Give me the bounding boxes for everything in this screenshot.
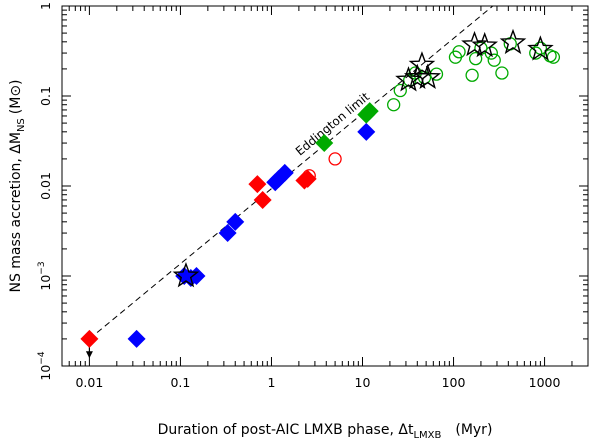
diamond-point — [315, 134, 334, 153]
star-point — [403, 63, 431, 89]
circle-point — [302, 169, 316, 183]
plot-frame — [61, 5, 589, 367]
star-point — [172, 261, 200, 288]
diamond-point — [80, 329, 99, 348]
axis-ticks — [61, 5, 589, 367]
y-tick-label: 10−3 — [37, 261, 53, 290]
circle-point — [469, 52, 483, 66]
star-point — [527, 35, 554, 61]
circle-point — [529, 46, 543, 60]
x-tick-labels: 0.01 0.1 1 10 100 1000 — [75, 375, 560, 390]
circle-point — [465, 68, 479, 82]
circle-point — [452, 45, 466, 59]
circle-point — [487, 53, 501, 67]
x-tick-label: 0.1 — [170, 375, 190, 390]
y-tick-labels: 10−4 10−3 0.01 0.1 1 — [37, 2, 53, 381]
eddington-label: Eddington limit — [293, 89, 373, 158]
diamond-point — [218, 224, 237, 243]
star-point — [461, 30, 488, 57]
circle-point — [484, 46, 498, 60]
star-point — [414, 63, 442, 89]
diamond-point — [357, 122, 376, 141]
data-points — [80, 28, 561, 348]
diamond-point — [360, 102, 379, 121]
diamond-point — [226, 212, 245, 231]
x-tick-label: 10 — [355, 375, 371, 390]
circle-point — [387, 98, 401, 112]
star-point — [395, 66, 422, 92]
star-point — [408, 51, 436, 77]
circle-point — [328, 152, 342, 166]
star-point — [499, 28, 527, 55]
diamond-point — [248, 175, 267, 194]
circle-point — [393, 83, 407, 98]
x-tick-label: 1 — [267, 375, 275, 390]
diamond-point — [127, 329, 146, 348]
diamond-point — [275, 163, 294, 182]
y-tick-label: 10−4 — [37, 351, 53, 380]
eddington-limit: Eddington limit — [85, 5, 494, 359]
circle-point — [495, 66, 509, 80]
diamond-point — [253, 190, 272, 209]
star-point — [471, 31, 499, 58]
upper-limit-arrowhead — [85, 351, 93, 359]
x-axis-title: Duration of post-AIC LMXB phase, ΔtLMXB(… — [158, 422, 493, 441]
y-tick-label: 0.1 — [38, 86, 53, 106]
x-tick-label: 100 — [442, 375, 466, 390]
y-axis-title: NS mass accretion, ΔMNS(M⊙) — [8, 79, 27, 292]
x-tick-label: 0.01 — [75, 375, 103, 390]
y-tick-label: 1 — [38, 2, 53, 10]
x-tick-label: 1000 — [529, 375, 561, 390]
y-tick-label: 0.01 — [38, 172, 53, 200]
